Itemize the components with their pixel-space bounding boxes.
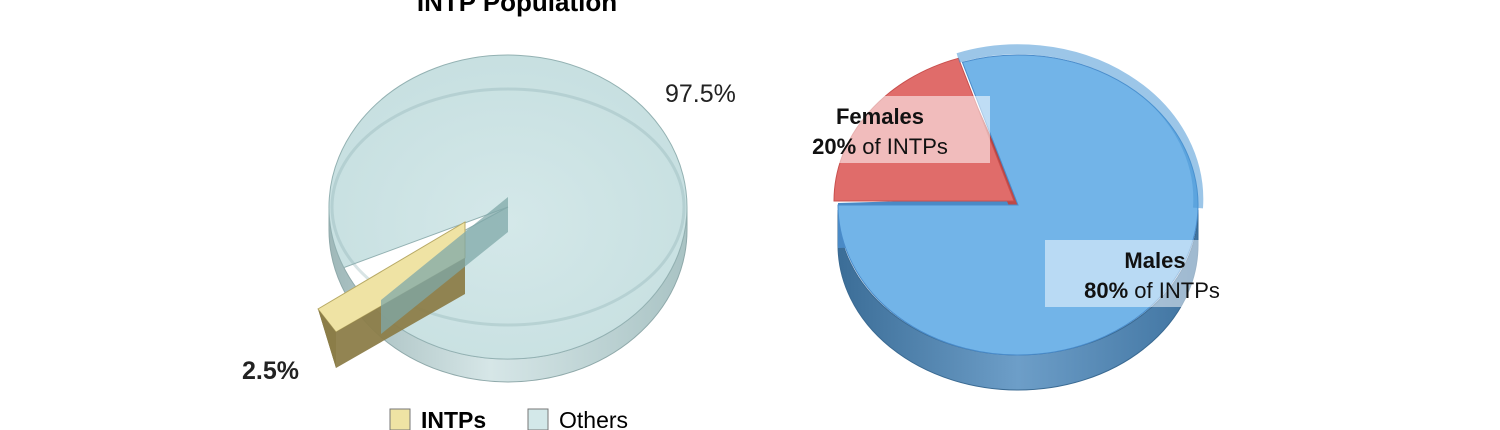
others-slice-rim [330, 87, 686, 327]
females-label-suffix: of INTPs [862, 134, 948, 159]
gender-chart: Females 20% of INTPs Males 80% of INTPs [769, 44, 1265, 391]
chart-title: INTP Population [417, 0, 617, 17]
legend: INTPs Others [389, 407, 628, 430]
males-label-name: Males [1124, 248, 1185, 273]
males-data-label: Males 80% of INTPs [1045, 240, 1265, 307]
legend-label-intps: INTPs [421, 407, 486, 430]
females-label-name: Females [836, 104, 924, 129]
females-label-percent: 20% [812, 134, 856, 159]
males-label-percent: 80% [1084, 278, 1128, 303]
population-chart: INTP Population 2.5% 97.5% INTPs Others [242, 0, 736, 430]
males-label-suffix: of INTPs [1134, 278, 1220, 303]
intps-data-label: 2.5% [242, 357, 299, 385]
others-slice-inner-face [381, 197, 508, 334]
legend-label-others: Others [559, 407, 628, 430]
legend-swatch-intps [389, 408, 411, 430]
others-data-label: 97.5% [665, 80, 736, 108]
males-label-value: 80% of INTPs [1084, 278, 1220, 303]
females-label-value: 20% of INTPs [812, 134, 948, 159]
legend-swatch-others [527, 408, 549, 430]
males-slice-rim [956, 44, 1204, 209]
females-data-label: Females 20% of INTPs [769, 96, 990, 163]
